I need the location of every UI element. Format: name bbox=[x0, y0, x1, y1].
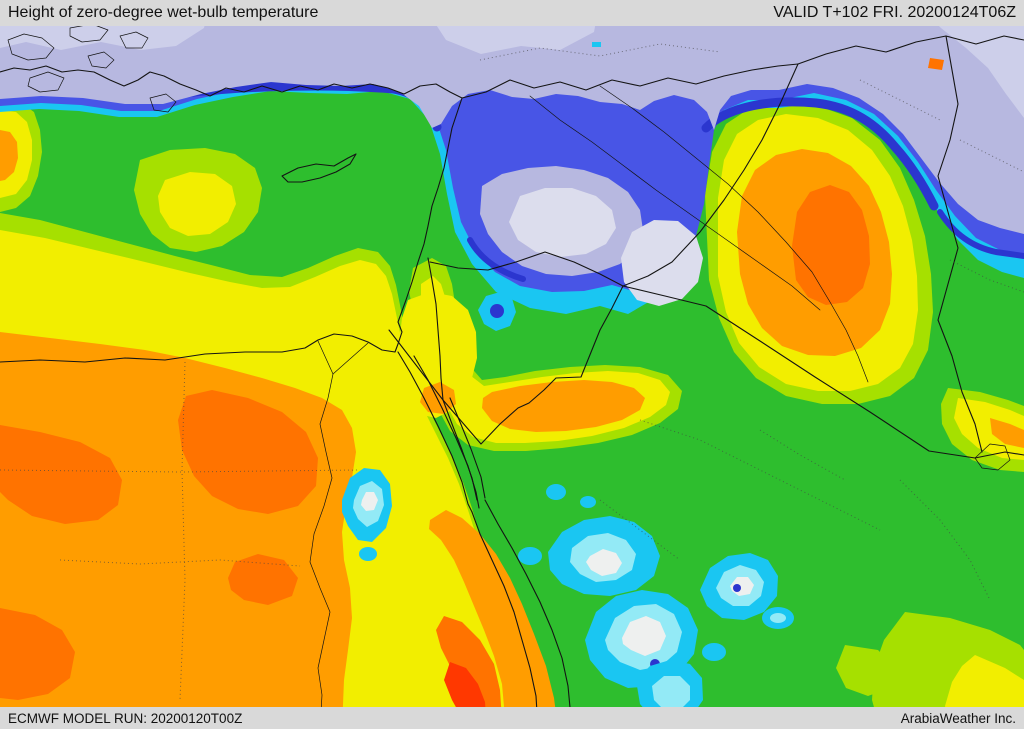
contour-cool-saudi-blobs bbox=[342, 292, 794, 722]
contour-warm-northeast bbox=[705, 102, 933, 404]
header-bar: Height of zero-degree wet-bulb temperatu… bbox=[0, 0, 1024, 26]
contour-warm-northwest-patch bbox=[134, 148, 262, 252]
contour-warm-red-sea bbox=[429, 510, 558, 729]
validity-label: VALID T+102 FRI. 20200124T06Z bbox=[773, 4, 1016, 21]
footer-bar: ECMWF MODEL RUN: 20200120T00Z ArabiaWeat… bbox=[0, 707, 1024, 729]
contour-warm-west bbox=[0, 213, 548, 729]
contour-warm-bottom-right bbox=[836, 612, 1024, 729]
contour-warm-sinai bbox=[399, 292, 477, 418]
page-title: Height of zero-degree wet-bulb temperatu… bbox=[8, 4, 319, 21]
model-run-label: ECMWF MODEL RUN: 20200120T00Z bbox=[8, 710, 243, 726]
contour-warm-left-edge bbox=[0, 100, 42, 212]
map-borders bbox=[0, 23, 1024, 729]
credit-label: ArabiaWeather Inc. bbox=[900, 710, 1016, 726]
map-small-features bbox=[592, 42, 944, 70]
contour-warm-right-edge bbox=[941, 388, 1024, 472]
map-dotted-boundaries bbox=[0, 43, 1024, 701]
contour-cool-syria-lobe bbox=[480, 166, 703, 306]
